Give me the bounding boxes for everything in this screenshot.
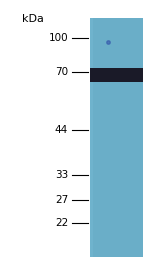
Bar xyxy=(90,18,142,257)
Bar xyxy=(90,18,93,257)
Text: 100: 100 xyxy=(48,33,68,43)
Text: 33: 33 xyxy=(55,170,68,180)
Text: 27: 27 xyxy=(55,195,68,205)
Text: 44: 44 xyxy=(55,125,68,135)
Text: 70: 70 xyxy=(55,67,68,77)
Text: kDa: kDa xyxy=(22,14,44,24)
Text: 22: 22 xyxy=(55,218,68,228)
Bar xyxy=(90,68,142,82)
